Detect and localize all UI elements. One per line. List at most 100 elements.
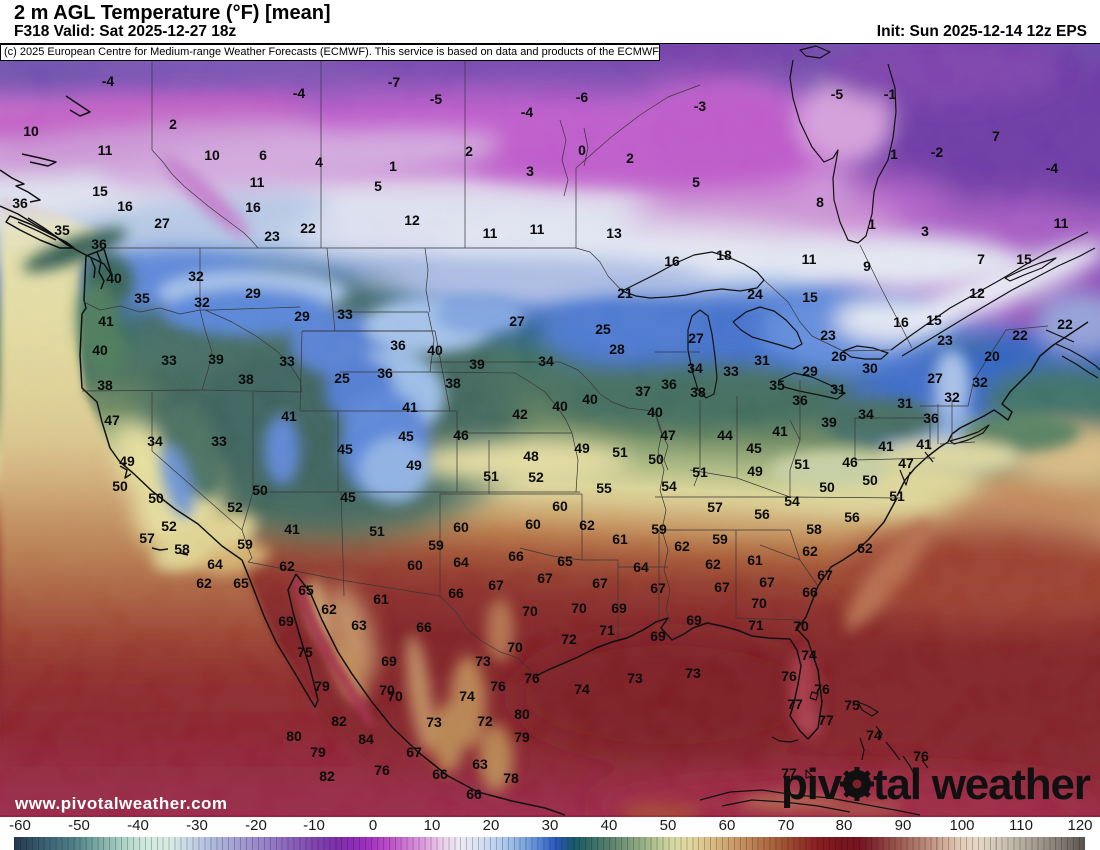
svg-text:10: 10 [23, 123, 39, 139]
svg-text:69: 69 [611, 600, 627, 616]
svg-text:77: 77 [818, 712, 834, 728]
svg-text:33: 33 [723, 363, 739, 379]
svg-text:11: 11 [802, 251, 817, 267]
svg-text:51: 51 [483, 468, 499, 484]
svg-text:58: 58 [174, 541, 190, 557]
svg-text:61: 61 [747, 552, 763, 568]
svg-text:66: 66 [508, 548, 524, 564]
svg-text:73: 73 [475, 653, 491, 669]
svg-text:47: 47 [104, 412, 120, 428]
svg-text:77: 77 [781, 765, 797, 781]
svg-text:62: 62 [857, 540, 873, 556]
svg-text:51: 51 [692, 464, 708, 480]
svg-text:70: 70 [387, 688, 403, 704]
svg-text:72: 72 [561, 631, 577, 647]
svg-text:51: 51 [889, 488, 905, 504]
svg-text:80: 80 [514, 706, 530, 722]
svg-text:15: 15 [802, 289, 818, 305]
svg-text:66: 66 [448, 585, 464, 601]
svg-text:34: 34 [858, 406, 874, 422]
svg-text:29: 29 [294, 308, 310, 324]
svg-text:67: 67 [650, 580, 666, 596]
svg-text:76: 76 [374, 762, 390, 778]
svg-text:27: 27 [154, 215, 170, 231]
svg-text:11: 11 [98, 142, 113, 158]
svg-text:52: 52 [227, 499, 243, 515]
svg-text:41: 41 [878, 438, 894, 454]
svg-text:45: 45 [337, 441, 353, 457]
svg-text:-7: -7 [388, 74, 401, 90]
svg-text:59: 59 [237, 536, 253, 552]
svg-text:35: 35 [134, 290, 150, 306]
svg-text:24: 24 [747, 286, 763, 302]
svg-text:82: 82 [319, 768, 335, 784]
svg-text:23: 23 [937, 332, 953, 348]
svg-text:31: 31 [754, 352, 770, 368]
svg-text:66: 66 [432, 766, 448, 782]
svg-text:39: 39 [469, 356, 485, 372]
svg-text:2: 2 [465, 143, 473, 159]
svg-text:60: 60 [453, 519, 469, 535]
svg-text:51: 51 [612, 444, 628, 460]
svg-text:51: 51 [369, 523, 385, 539]
svg-text:54: 54 [661, 478, 677, 494]
svg-text:54: 54 [784, 493, 800, 509]
svg-text:49: 49 [574, 440, 590, 456]
svg-text:7: 7 [977, 251, 985, 267]
svg-text:2: 2 [626, 150, 634, 166]
svg-text:50: 50 [819, 479, 835, 495]
svg-text:33: 33 [161, 352, 177, 368]
svg-text:62: 62 [579, 517, 595, 533]
svg-text:11: 11 [483, 225, 498, 241]
svg-text:27: 27 [927, 370, 943, 386]
svg-text:59: 59 [712, 531, 728, 547]
svg-text:30: 30 [862, 360, 878, 376]
svg-text:32: 32 [194, 294, 210, 310]
svg-text:59: 59 [651, 521, 667, 537]
svg-text:22: 22 [1057, 316, 1073, 332]
svg-text:82: 82 [331, 713, 347, 729]
svg-text:70: 70 [379, 682, 395, 698]
svg-text:62: 62 [196, 575, 212, 591]
svg-text:3: 3 [921, 223, 929, 239]
svg-text:41: 41 [916, 436, 932, 452]
svg-text:-4: -4 [293, 85, 306, 101]
svg-text:70: 70 [571, 600, 587, 616]
svg-text:70: 70 [751, 595, 767, 611]
svg-text:50: 50 [252, 482, 268, 498]
svg-text:1: 1 [890, 146, 898, 162]
svg-text:65: 65 [233, 575, 249, 591]
svg-text:22: 22 [1012, 327, 1028, 343]
svg-text:-4: -4 [521, 104, 534, 120]
svg-text:36: 36 [661, 376, 677, 392]
svg-text:51: 51 [794, 456, 810, 472]
svg-text:32: 32 [188, 268, 204, 284]
svg-text:7: 7 [992, 128, 1000, 144]
svg-text:15: 15 [1016, 251, 1032, 267]
svg-text:71: 71 [599, 622, 615, 638]
svg-text:40: 40 [582, 391, 598, 407]
svg-text:61: 61 [373, 591, 389, 607]
svg-text:48: 48 [523, 448, 539, 464]
svg-text:16: 16 [117, 198, 133, 214]
svg-text:39: 39 [821, 414, 837, 430]
svg-text:59: 59 [428, 537, 444, 553]
svg-text:41: 41 [98, 313, 114, 329]
svg-text:1: 1 [868, 216, 876, 232]
svg-text:50: 50 [148, 490, 164, 506]
svg-text:80: 80 [286, 728, 302, 744]
svg-text:60: 60 [525, 516, 541, 532]
svg-text:15: 15 [926, 312, 942, 328]
svg-text:34: 34 [687, 360, 703, 376]
svg-text:79: 79 [514, 729, 530, 745]
svg-text:67: 67 [537, 570, 553, 586]
svg-text:76: 76 [781, 668, 797, 684]
svg-text:22: 22 [300, 220, 316, 236]
svg-text:46: 46 [453, 427, 469, 443]
svg-text:40: 40 [427, 342, 443, 358]
svg-text:66: 66 [466, 786, 482, 802]
svg-text:31: 31 [830, 381, 846, 397]
svg-text:1: 1 [389, 158, 397, 174]
svg-text:47: 47 [660, 427, 676, 443]
svg-text:63: 63 [351, 617, 367, 633]
